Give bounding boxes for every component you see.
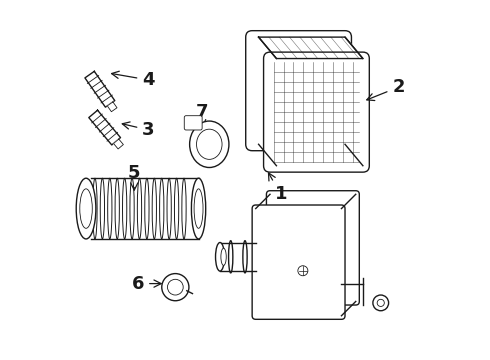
Circle shape (168, 279, 183, 295)
Text: 4: 4 (112, 71, 155, 89)
Text: 2: 2 (367, 78, 405, 100)
Ellipse shape (192, 178, 206, 239)
Text: 7: 7 (196, 103, 208, 127)
Polygon shape (114, 139, 123, 149)
Circle shape (373, 295, 389, 311)
Text: 5: 5 (128, 164, 141, 190)
Ellipse shape (190, 121, 229, 167)
FancyBboxPatch shape (264, 52, 369, 172)
Polygon shape (89, 110, 121, 145)
Ellipse shape (221, 248, 226, 265)
FancyBboxPatch shape (245, 31, 351, 151)
Circle shape (298, 266, 308, 276)
Polygon shape (107, 102, 117, 112)
Circle shape (162, 274, 189, 301)
Text: 3: 3 (122, 121, 155, 139)
Ellipse shape (80, 189, 92, 228)
FancyBboxPatch shape (267, 191, 359, 305)
Ellipse shape (194, 189, 203, 228)
Text: 1: 1 (269, 173, 287, 203)
FancyBboxPatch shape (252, 205, 345, 319)
Polygon shape (259, 37, 363, 59)
Polygon shape (85, 71, 115, 107)
Text: 6: 6 (132, 275, 161, 293)
Ellipse shape (216, 243, 224, 271)
Ellipse shape (76, 178, 96, 239)
Circle shape (377, 299, 384, 306)
FancyBboxPatch shape (184, 116, 202, 130)
Ellipse shape (196, 129, 222, 159)
